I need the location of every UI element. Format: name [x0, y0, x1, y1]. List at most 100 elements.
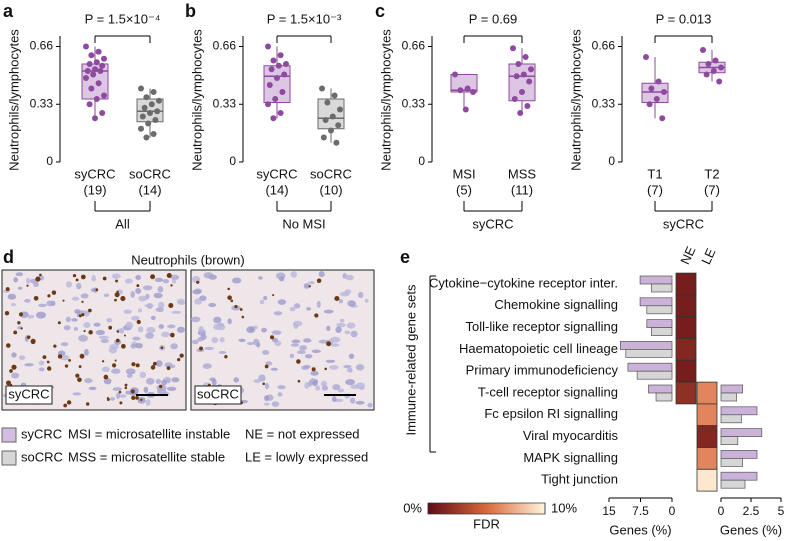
nucleus	[27, 314, 35, 319]
neutrophil	[264, 364, 269, 369]
nucleus	[344, 330, 351, 335]
nucleus	[307, 281, 315, 285]
data-point	[643, 54, 649, 60]
y-tick-label: 0	[608, 154, 615, 168]
legend-note: NE = not expressed	[245, 426, 360, 441]
neutrophil	[80, 274, 86, 280]
data-point	[513, 73, 520, 80]
y-tick-label: 0	[418, 154, 425, 168]
nucleus	[350, 330, 358, 338]
y-tick-label: 0.33	[30, 96, 54, 110]
nucleus	[106, 317, 113, 323]
nucleus	[88, 386, 97, 391]
data-point	[331, 92, 338, 99]
bar	[720, 406, 758, 416]
nucleus	[329, 365, 339, 370]
neutrophil	[130, 389, 135, 394]
neutrophil	[140, 398, 143, 402]
data-point	[86, 61, 93, 67]
nucleus	[116, 392, 121, 400]
nucleus	[274, 340, 282, 347]
neutrophil	[116, 290, 119, 294]
bar	[619, 341, 673, 350]
data-point	[268, 66, 275, 73]
data-point	[703, 71, 710, 78]
nucleus	[112, 387, 123, 392]
neutrophil	[103, 374, 109, 380]
neutrophil	[136, 284, 140, 288]
y-axis-label: Neutrophils/lymphocytes	[6, 29, 21, 171]
neutrophil	[270, 335, 275, 340]
bar	[720, 458, 743, 467]
nucleus	[336, 322, 346, 328]
data-point	[519, 89, 525, 95]
nucleus	[311, 349, 321, 354]
bar	[720, 428, 763, 437]
nucleus	[142, 285, 153, 291]
neutrophil	[119, 401, 123, 405]
nucleus	[291, 339, 301, 344]
neutrophil	[118, 390, 122, 394]
heat-cell	[675, 381, 697, 405]
nucleus	[315, 385, 320, 391]
n-label: (10)	[319, 182, 342, 197]
data-point	[646, 101, 653, 108]
data-point	[83, 43, 89, 50]
y-tick-label: 0.66	[30, 39, 54, 53]
neutrophil	[111, 363, 117, 368]
neutrophil	[75, 373, 80, 378]
data-point	[99, 110, 106, 116]
data-point	[101, 55, 107, 62]
nucleus	[326, 325, 331, 331]
nucleus	[338, 298, 344, 304]
nucleus	[271, 401, 280, 407]
nucleus	[355, 364, 365, 371]
neutrophil	[262, 382, 266, 386]
nucleus	[137, 308, 142, 313]
nucleus	[297, 350, 306, 355]
heat-cell	[675, 316, 697, 339]
nucleus	[301, 365, 310, 370]
heat-cell	[675, 294, 697, 318]
neutrophil	[166, 366, 171, 371]
data-point	[515, 61, 522, 67]
bar	[627, 362, 673, 372]
nucleus	[11, 372, 20, 379]
n-label: (7)	[704, 182, 720, 197]
neutrophil	[51, 290, 57, 295]
nucleus	[271, 330, 282, 335]
micrograph: soCRC	[190, 269, 375, 411]
data-point	[526, 78, 533, 85]
nucleus	[108, 347, 118, 354]
data-point	[712, 57, 719, 64]
n-label: (7)	[647, 182, 663, 197]
neutrophil	[272, 294, 275, 297]
data-point	[661, 89, 667, 95]
data-point	[716, 78, 723, 85]
bar	[639, 275, 673, 285]
neutrophil	[79, 353, 85, 359]
neutrophil	[239, 308, 243, 311]
x-tick-label: 15	[602, 504, 616, 518]
neutrophil	[78, 365, 82, 368]
nucleus	[170, 343, 178, 350]
neutrophil	[47, 294, 51, 298]
heat-cell	[675, 338, 697, 361]
neutrophil	[296, 359, 301, 364]
nucleus	[145, 399, 151, 406]
neutrophil	[135, 395, 139, 400]
nucleus	[119, 394, 127, 398]
nucleus	[11, 352, 17, 358]
data-point	[520, 71, 527, 78]
neutrophil	[68, 358, 71, 362]
category-label: syCRC	[74, 166, 115, 181]
bar	[720, 479, 746, 489]
x-tick-label: 0	[718, 504, 725, 518]
neutrophil	[9, 369, 13, 373]
data-point	[92, 115, 98, 122]
neutrophil	[102, 276, 107, 281]
legend-label: soCRC	[21, 449, 63, 464]
nucleus	[304, 354, 313, 359]
neutrophil	[120, 295, 126, 302]
